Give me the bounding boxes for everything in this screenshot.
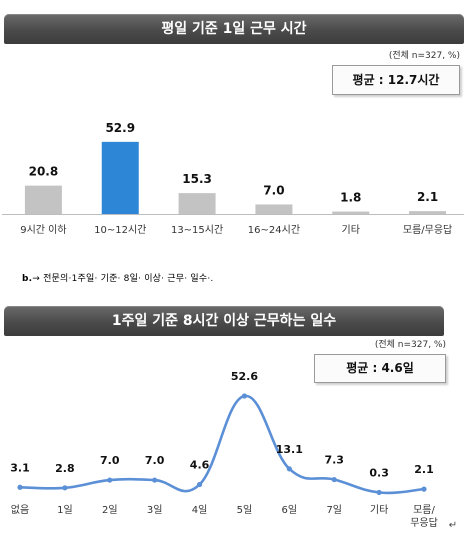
bar-value-label: 2.1: [417, 190, 438, 204]
point-value-label: 4.6: [190, 459, 210, 472]
data-point: [376, 489, 382, 496]
x-tick-label: 6일: [282, 504, 298, 516]
caption-text: 전문의·1주일· 기준· 8일· 이상· 근무· 일수·.: [40, 274, 214, 284]
bar: [24, 185, 62, 214]
data-point: [241, 393, 248, 399]
data-point: [286, 466, 292, 472]
point-value-label: 7.0: [100, 454, 120, 467]
data-point: [62, 485, 68, 491]
chart1-average-box: 평균 : 12.7시간: [332, 65, 460, 95]
bar-value-label: 15.3: [182, 172, 212, 186]
bar-value-label: 20.8: [29, 165, 59, 179]
bar: [409, 211, 447, 214]
x-tick-label: 16~24시간: [248, 224, 300, 236]
x-tick-label: 5일: [237, 504, 253, 516]
bar-value-label: 52.9: [105, 121, 135, 135]
x-tick-label: 모름/무응답: [403, 224, 452, 236]
data-point: [196, 481, 203, 488]
x-tick-label: 2일: [102, 504, 118, 516]
x-tick-label: 모름/: [413, 504, 435, 516]
x-tick-label: 10~12시간: [94, 224, 146, 236]
bar: [101, 141, 139, 214]
data-point: [421, 486, 427, 492]
point-value-label: 7.0: [145, 454, 165, 467]
point-value-label: 13.1: [276, 443, 303, 456]
bar: [255, 204, 293, 214]
x-tick-label: 9시간 이하: [20, 223, 66, 236]
caption-line: b.→ 전문의·1주일· 기준· 8일· 이상· 근무· 일수·.: [22, 271, 213, 284]
data-point: [107, 477, 113, 483]
bar: [332, 211, 370, 214]
point-value-label: 52.6: [231, 370, 258, 383]
chart2-title: 1주일 기준 8시간 이상 근무하는 일수: [111, 313, 337, 329]
chart1-average-label: 평균 : 12.7시간: [352, 73, 440, 87]
point-value-label: 2.1: [414, 463, 434, 476]
x-tick-label: 13~15시간: [171, 224, 223, 236]
chart1-title-banner: 평일 기준 1일 근무 시간: [4, 14, 464, 44]
x-tick-label: 4일: [192, 504, 208, 516]
x-tick-label: 3일: [147, 504, 163, 516]
bar: [178, 193, 216, 214]
x-tick-label: 기타: [370, 504, 388, 516]
data-point: [152, 477, 158, 483]
chart1-title: 평일 기준 1일 근무 시간: [161, 21, 307, 37]
data-point: [331, 476, 337, 483]
data-point: [17, 484, 23, 490]
bar-chart: 20.8 9시간 이하 52.9 10~12시간 15.3 13~15시간 7.0 16~24…: [2, 121, 464, 236]
x-tick-label: 기타: [342, 224, 360, 236]
chart2-average-box: 평균 : 4.6일: [314, 354, 446, 383]
chart2-note: (전체 n=327, %): [374, 340, 446, 350]
caption-arrow-icon: →: [32, 274, 41, 284]
point-value-label: 7.3: [324, 454, 344, 467]
chart2-title-banner: 1주일 기준 8시간 이상 근무하는 일수: [4, 306, 444, 336]
x-tick-label: 없음: [11, 503, 29, 516]
chart2-average-label: 평균 : 4.6일: [346, 361, 414, 375]
bar-value-label: 7.0: [263, 183, 284, 197]
point-value-label: 0.3: [369, 466, 389, 479]
paragraph-mark-icon: ↵: [449, 520, 457, 531]
bar-value-label: 1.8: [340, 191, 361, 205]
caption-prefix: b.: [22, 274, 33, 284]
x-tick-label: 1일: [57, 504, 73, 516]
chart1-note: (전체 n=327, %): [388, 51, 460, 61]
x-tick-label: 7일: [326, 504, 342, 516]
point-value-label: 3.1: [10, 461, 30, 474]
line-chart: 3.1 없음 2.8 1일 7.0 2일 7.0 3일 4.6 4일 52.6 5일 13.1 6일 7.3…: [10, 370, 457, 531]
x-tick-label: 무응답: [410, 517, 438, 529]
series-line: [19, 394, 425, 495]
point-value-label: 2.8: [55, 462, 75, 475]
